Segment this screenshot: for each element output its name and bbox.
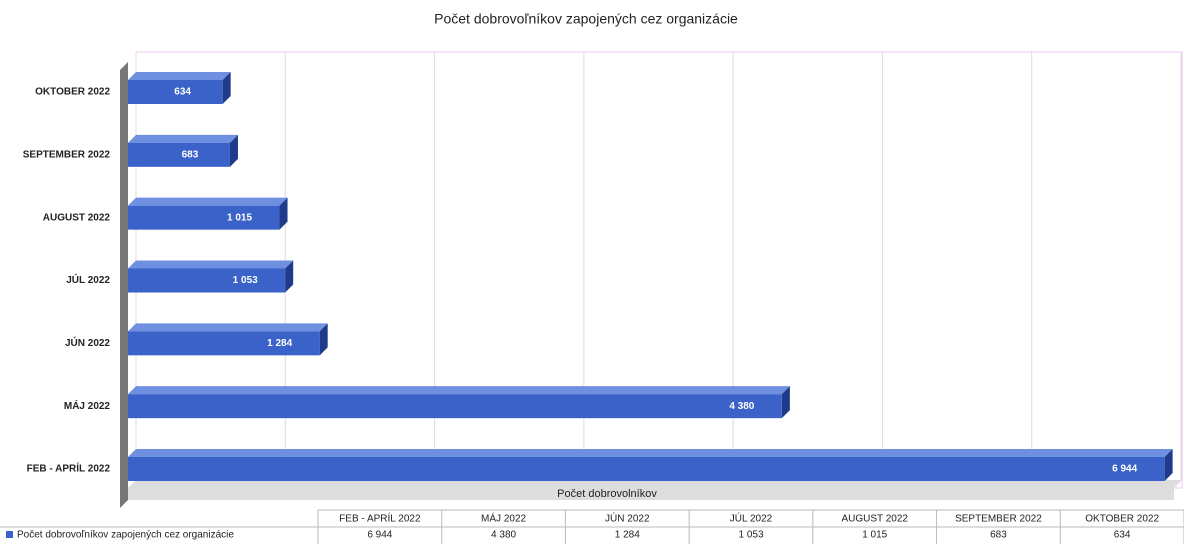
bar-side [319,323,328,356]
y-tick-label: OKTOBER 2022 [35,87,110,98]
table-value: 634 [1114,530,1131,541]
legend-swatch [6,531,13,538]
data-label: 1 284 [267,338,292,349]
bar [128,457,1165,481]
bar-side [222,72,231,104]
table-header: AUGUST 2022 [841,514,908,525]
bar-side [229,134,238,167]
y-tick-label: SEPTEMBER 2022 [23,149,111,160]
y-tick-label: AUGUST 2022 [43,212,111,223]
bars: FEB - APRÍL 2022 6 944 MÁJ 2022 4 380 JÚN 20… [23,72,1173,481]
bar [128,268,286,293]
table-value: 1 015 [862,530,887,541]
data-table: Počet dobrovoľníkov zapojených cez organ… [0,509,1184,544]
bar-top [128,386,790,395]
floor [128,480,1182,500]
side-wall [120,62,128,508]
bar-side [285,260,294,293]
y-tick-label: JÚL 2022 [66,273,110,286]
bar-side [279,197,288,230]
data-label: 1 053 [233,275,258,286]
chart-title: Počet dobrovoľníkov zapojených cez organ… [434,11,738,27]
bar [128,205,280,230]
table-header: SEPTEMBER 2022 [955,514,1042,525]
bar-top [128,134,238,143]
axis-title: Počet dobrovolníkov [557,488,657,500]
data-label: 6 944 [1112,464,1137,475]
bar [128,394,782,419]
table-value: 1 284 [615,530,640,541]
y-tick-label: JÚN 2022 [65,336,110,349]
bar-top [128,197,288,206]
table-header: JÚN 2022 [605,512,650,525]
data-label: 683 [182,149,199,160]
table-header: OKTOBER 2022 [1085,514,1159,525]
table-value: 683 [990,530,1007,541]
bar-side [1164,449,1173,481]
data-label: 634 [174,87,191,98]
y-tick-label: MÁJ 2022 [64,399,111,412]
legend-label: Počet dobrovoľníkov zapojených cez organ… [17,530,234,541]
bar-top [128,72,231,80]
table-header: MÁJ 2022 [481,512,526,525]
table-header: FEB - APRÍL 2022 [339,512,421,525]
table-value: 4 380 [491,530,516,541]
bar-top [128,323,328,332]
table-value: 6 944 [367,530,392,541]
table-header: JÚL 2022 [730,512,773,525]
bar-top [128,260,294,269]
bar [128,331,320,356]
table-value: 1 053 [738,530,763,541]
data-label: 1 015 [227,212,252,223]
bar-top [128,449,1173,457]
bar [128,80,223,104]
data-label: 4 380 [729,401,754,412]
bar [128,142,230,167]
bar-side [781,386,790,419]
y-tick-label: FEB - APRÍL 2022 [27,462,111,475]
